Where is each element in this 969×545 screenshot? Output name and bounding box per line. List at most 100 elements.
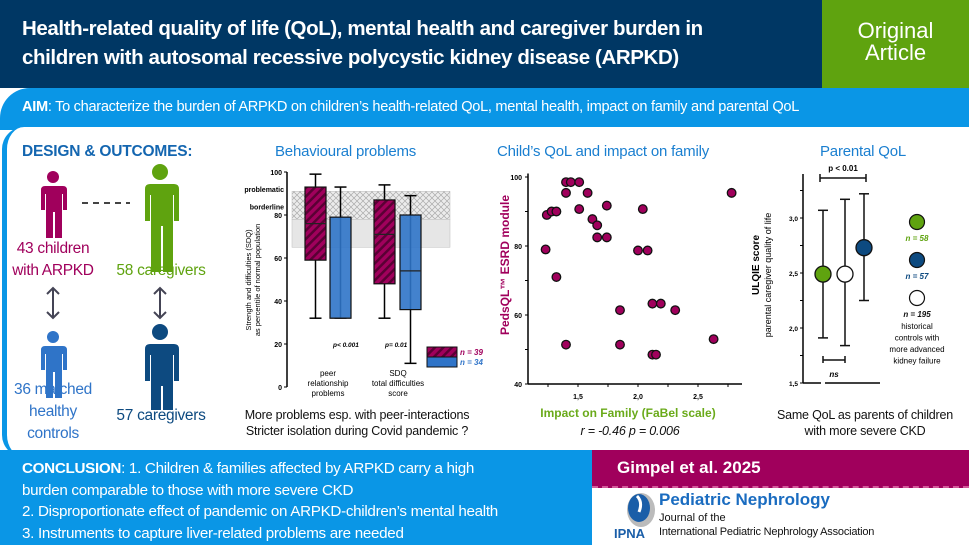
header-band [0, 0, 822, 88]
behavioural-title: Behavioural problems [275, 143, 417, 160]
aim-body: : To characterize the burden of ARPKD on… [47, 99, 800, 115]
data-point [582, 187, 593, 198]
control-caregivers-label: 57 caregivers [116, 407, 206, 424]
legend-label: n = 34 [460, 358, 483, 367]
legend-label: n = 195 [903, 310, 931, 319]
p-value: p< 0.001 [332, 342, 359, 349]
badge-line: Original [857, 18, 934, 43]
aim-label: AIM [22, 99, 48, 115]
box-arpkd [373, 199, 396, 285]
data-point [601, 200, 612, 211]
behavioural-caption: Stricter isolation during Covid pandemic… [245, 424, 469, 438]
bidirectional-arrow-icon [46, 286, 167, 320]
control-caregiver-person-icon [145, 324, 179, 410]
significance-label: p < 0.01 [828, 164, 858, 173]
box-control [399, 214, 422, 311]
category-label: score [388, 389, 408, 398]
y-tick-label: 60 [274, 256, 282, 263]
band-label: borderline [250, 204, 284, 211]
conclusion-line: CONCLUSION: 1. Children & families affec… [22, 460, 475, 477]
x-tick-label: 1,5 [573, 394, 583, 401]
ipna-logo-icon [627, 493, 655, 527]
data-point [574, 204, 585, 215]
legend-label: n = 58 [906, 234, 929, 243]
data-point [565, 177, 576, 188]
conclusion-band [0, 450, 592, 545]
people-figures [41, 164, 179, 410]
category-label: problems [312, 389, 345, 398]
p-value: p= 0.01 [384, 342, 408, 349]
y-axis-label: parental caregiver quality of life [763, 213, 773, 338]
y-tick-label: 20 [274, 342, 282, 349]
aim-text: AIM: To characterize the burden of ARPKD… [22, 99, 799, 115]
y-tick-label: 40 [274, 299, 282, 306]
legend-label: n = 57 [906, 272, 929, 281]
caregiver-person-icon [145, 164, 179, 272]
y-tick-label: 80 [274, 213, 282, 220]
y-tick-label: 1,5 [789, 381, 798, 388]
legend-note: controls with [895, 334, 939, 343]
parental-caption: Same QoL as parents of children [776, 408, 954, 422]
y-tick-label: 80 [514, 244, 522, 251]
y-tick-label: 2,0 [789, 326, 798, 333]
data-point [655, 298, 666, 309]
data-point [561, 187, 571, 198]
title-line: Health-related quality of life (QoL), me… [22, 17, 703, 40]
data-point [615, 339, 625, 350]
aim-band [0, 88, 969, 130]
legend-label: n = 39 [460, 348, 483, 357]
citation: Gimpel et al. 2025 [592, 450, 969, 488]
y-tick-label: 100 [510, 175, 522, 182]
significance-bracket [819, 174, 867, 182]
label-line: healthy [29, 403, 77, 420]
controls-label: 36 matched healthy controls [2, 379, 104, 445]
correlation-stat: r = -0.46 p = 0.006 [580, 424, 680, 438]
journal-sub: International Pediatric Nephrology Assoc… [659, 526, 875, 538]
title-line: children with autosomal recessive polycy… [22, 46, 679, 69]
data-point [651, 349, 661, 360]
label-line: controls [27, 425, 79, 442]
category-label: total difficulties [372, 379, 424, 388]
legend-note: kidney failure [893, 357, 941, 366]
ns-bracket [822, 356, 846, 363]
mean-marker [814, 265, 832, 283]
box-control [329, 216, 352, 319]
x-tick-label: 2,5 [693, 394, 703, 401]
conclusion-line: burden comparable to those with more sev… [22, 481, 354, 499]
mean-marker [855, 239, 873, 257]
y-axis-label: PedsQL™ ESRD module [498, 195, 512, 335]
badge-line: Article [864, 40, 927, 65]
journal-sub: Journal of the [659, 512, 726, 524]
page-title: Health-related quality of life (QoL), me… [22, 14, 822, 72]
data-point [726, 187, 737, 198]
y-axis-label: as percentile of normal population [253, 224, 262, 337]
label-line: with ARPKD [12, 262, 94, 279]
category-label: relationship [308, 379, 349, 388]
y-axis-label: Strength and difficulties (SDQ) [244, 229, 253, 331]
legend-note: more advanced [889, 345, 944, 354]
data-point [540, 244, 551, 255]
data-point [708, 334, 719, 345]
conclusion-line: 3. Instruments to capture liver-related … [22, 524, 404, 542]
mean-marker [836, 265, 854, 283]
x-axis-label: Impact on Family (FaBel scale) [540, 406, 715, 420]
legend-note: historical [901, 322, 933, 331]
data-point [633, 245, 643, 256]
label-line: 43 children [16, 240, 90, 257]
legend-marker [908, 213, 926, 231]
data-point [670, 305, 681, 316]
control-child-person-icon [41, 331, 67, 398]
y-tick-label: 2,5 [789, 271, 798, 278]
label-line: 36 matched [14, 381, 92, 398]
legend-swatch-arpkd [426, 346, 458, 358]
legend-marker [908, 289, 926, 307]
band-label: problematic [244, 187, 284, 194]
y-tick-label: 60 [514, 313, 522, 320]
y-tick-label: 40 [514, 382, 522, 389]
y-axis-label: ULQIE score [751, 235, 762, 295]
legend-marker [908, 251, 926, 269]
design-title: DESIGN & OUTCOMES: [22, 143, 193, 160]
data-point [615, 305, 625, 316]
conclusion-text: CONCLUSION: 1. Children & families affec… [22, 458, 498, 544]
y-tick-label: 0 [278, 385, 282, 392]
